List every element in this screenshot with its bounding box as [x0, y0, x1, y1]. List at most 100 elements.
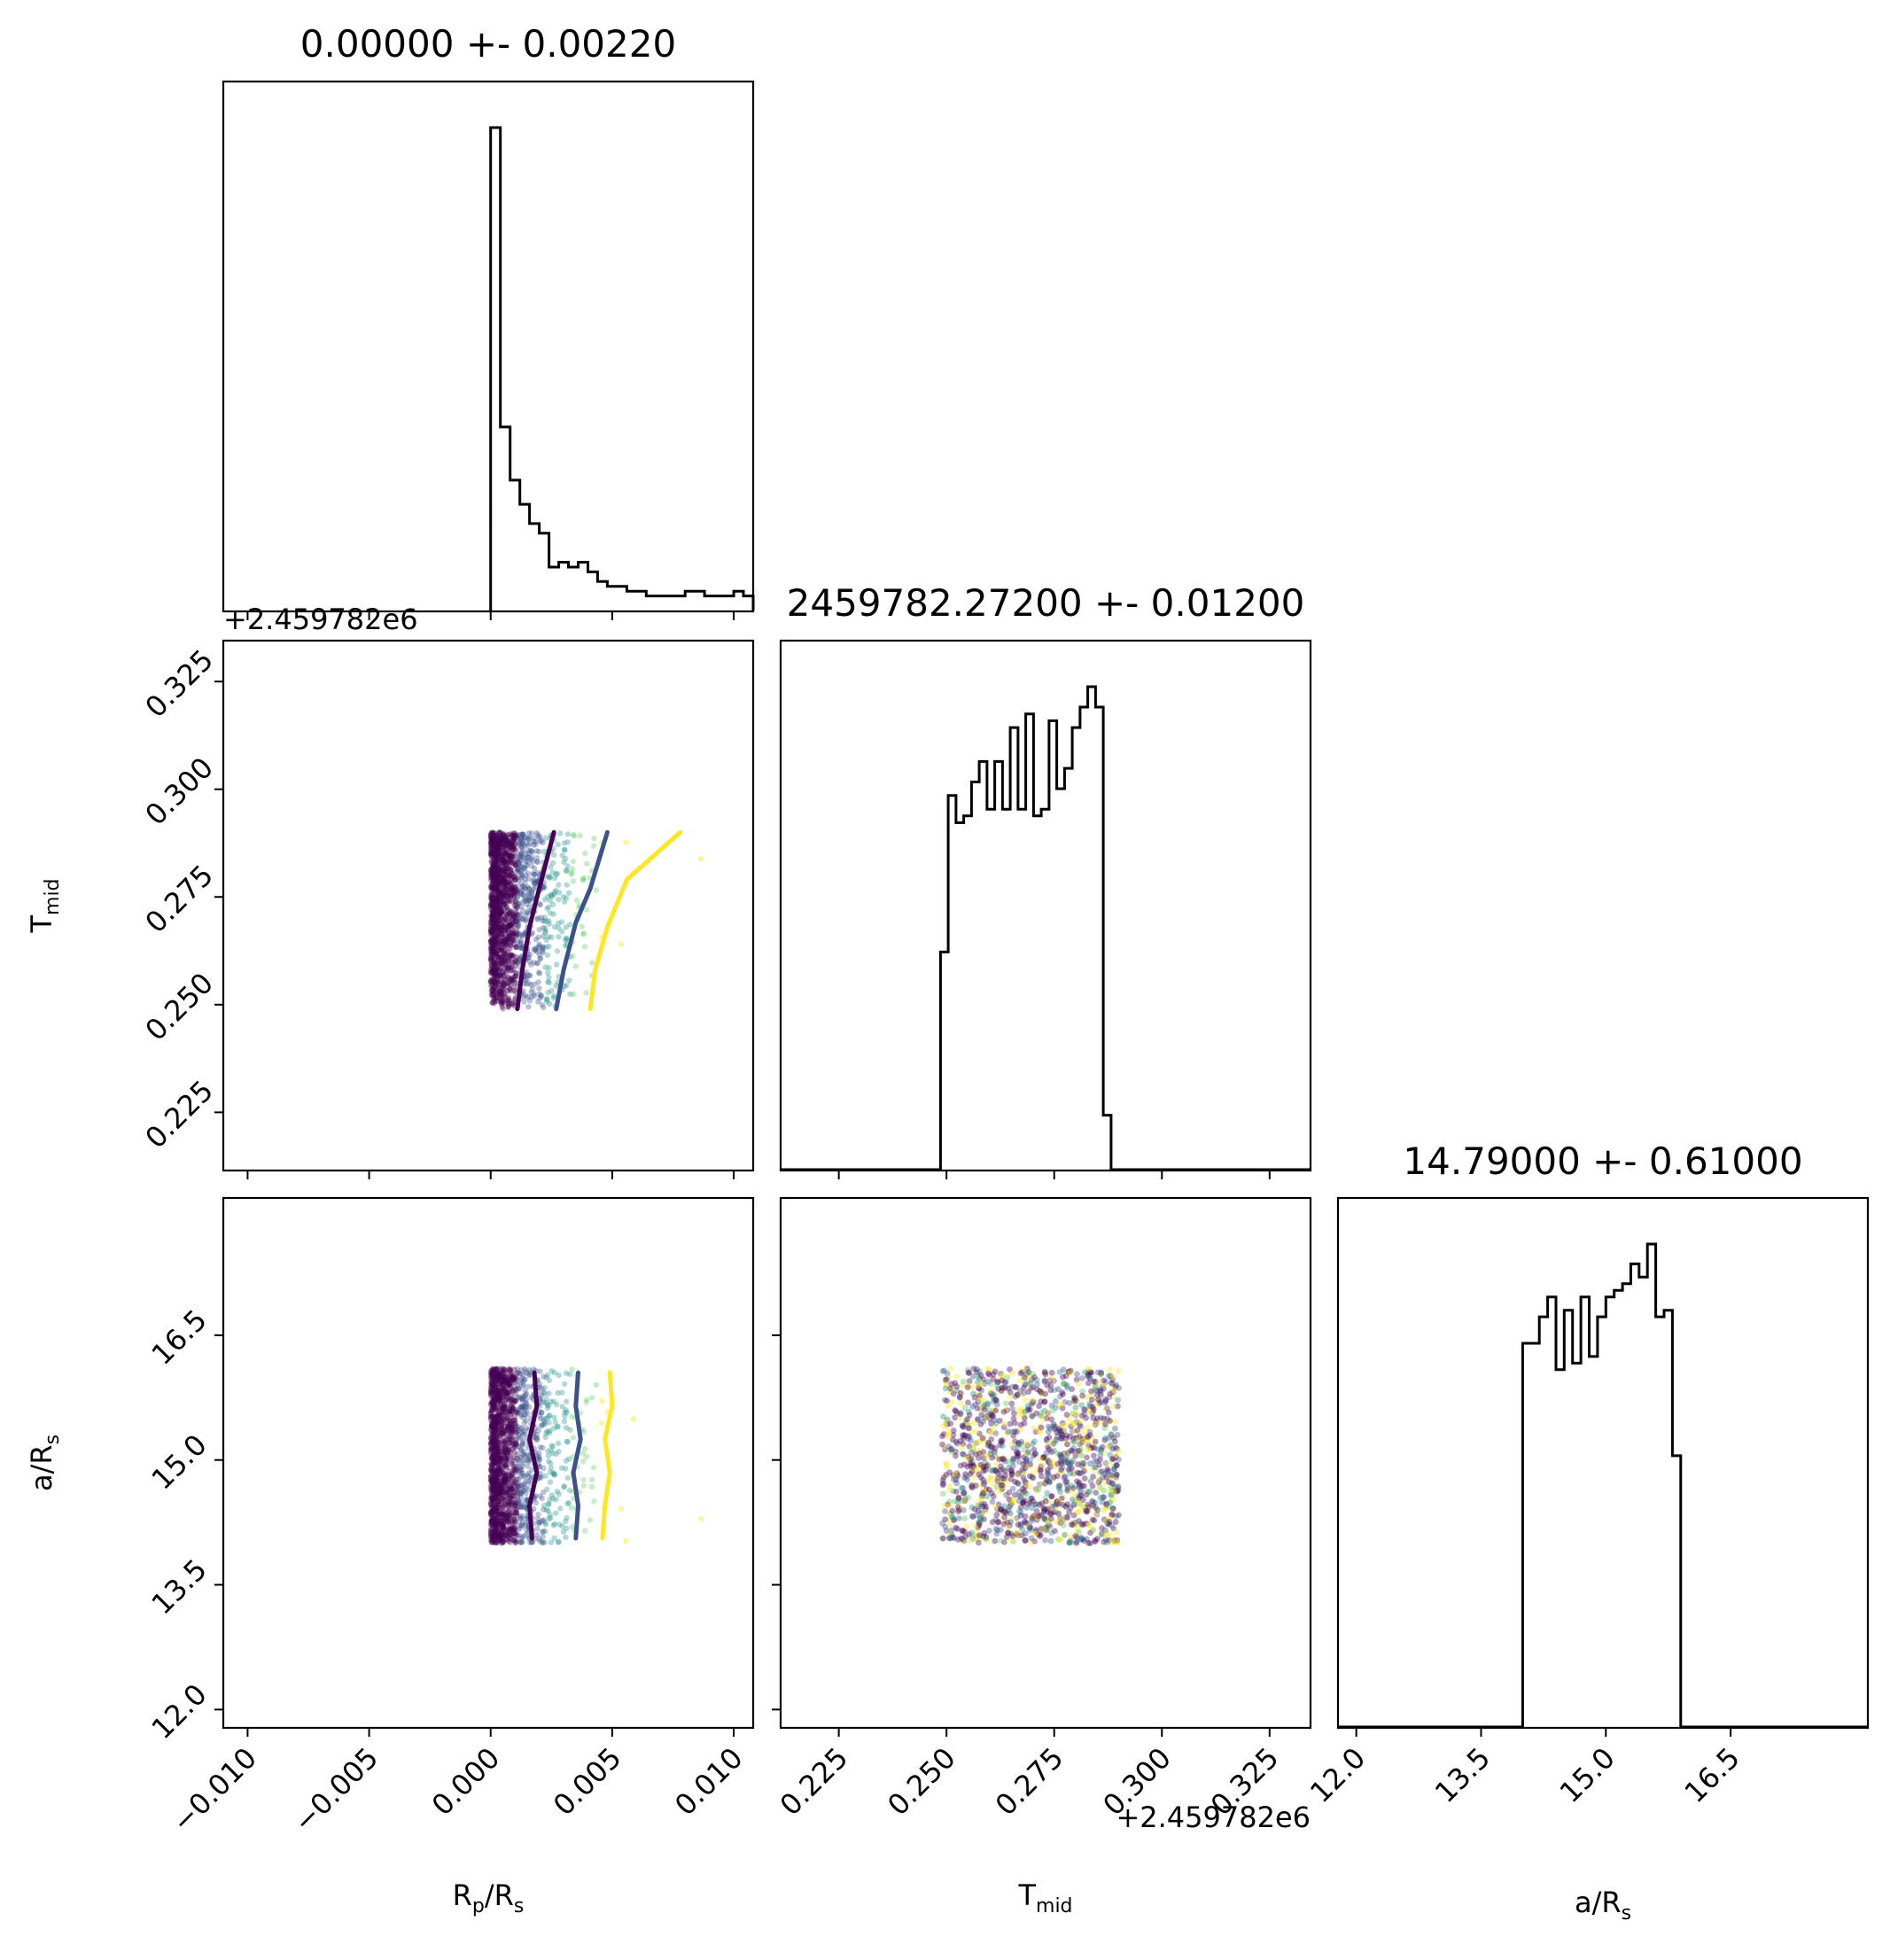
scatter-point-tmid-ars — [1049, 1407, 1056, 1414]
scatter-point-rp-tmid — [490, 925, 496, 931]
scatter-point-rp-tmid — [493, 849, 499, 855]
scatter-point-tmid-ars — [972, 1523, 978, 1529]
scatter-point-tmid-ars — [1113, 1381, 1119, 1388]
scatter-point-rp-ars — [511, 1489, 517, 1495]
scatter-point-rp-tmid — [534, 832, 541, 838]
scatter-point-rp-tmid — [491, 939, 497, 945]
scatter-point-rp-tmid — [502, 937, 510, 945]
scatter-point-tmid-ars — [941, 1422, 947, 1429]
scatter-point-rp-tmid — [500, 960, 506, 966]
scatter-point-tmid-ars — [970, 1365, 977, 1372]
scatter-point-rp-tmid — [491, 836, 497, 842]
offset-label-tmid-y: +2.459782e6 — [223, 603, 418, 636]
scatter-point-rp-tmid — [548, 987, 555, 994]
scatter-point-rp-tmid — [511, 877, 518, 883]
scatter-point-rp-tmid — [512, 889, 518, 895]
scatter-point-rp-tmid — [577, 832, 583, 839]
scatter-point-rp-tmid — [492, 843, 498, 850]
scatter-point-rp-tmid — [499, 953, 505, 960]
scatter-point-rp-tmid — [508, 943, 514, 949]
scatter-point-rp-tmid — [507, 939, 513, 946]
scatter-point-tmid-ars — [1078, 1521, 1085, 1528]
scatter-point-rp-tmid — [502, 859, 509, 866]
scatter-point-rp-ars — [501, 1523, 507, 1530]
y-tick-label-tmid: 0.325 — [138, 643, 220, 725]
scatter-point-rp-tmid — [581, 944, 588, 950]
scatter-point-rp-ars — [547, 1479, 554, 1485]
scatter-point-rp-ars — [505, 1513, 512, 1520]
scatter-point-tmid-ars — [1072, 1410, 1078, 1417]
scatter-point-rp-tmid — [533, 937, 539, 943]
scatter-point-rp-tmid — [489, 837, 495, 844]
scatter-point-rp-tmid — [515, 865, 521, 871]
scatter-point-rp-tmid — [507, 873, 513, 879]
scatter-point-rp-tmid — [570, 953, 576, 960]
scatter-point-tmid-ars — [996, 1456, 1003, 1463]
scatter-point-rp-tmid — [489, 923, 495, 929]
scatter-point-rp-ars — [509, 1474, 515, 1481]
scatter-point-rp-tmid — [494, 836, 500, 843]
offset-label-tmid-x: +2.459782e6 — [1116, 1801, 1311, 1834]
scatter-point-rp-ars — [623, 1538, 629, 1544]
scatter-point-tmid-ars — [1029, 1396, 1036, 1404]
scatter-point-tmid-ars — [1091, 1452, 1097, 1459]
scatter-point-rp-tmid — [502, 883, 509, 890]
scatter-point-tmid-ars — [947, 1365, 953, 1372]
scatter-point-rp-tmid — [496, 944, 502, 951]
scatter-point-rp-tmid — [500, 892, 507, 898]
scatter-point-tmid-ars — [1112, 1519, 1119, 1526]
scatter-point-rp-tmid — [501, 867, 508, 873]
x-tick-label-tmid: 0.275 — [989, 1741, 1070, 1823]
scatter-point-rp-tmid — [489, 940, 496, 947]
scatter-point-rp-tmid — [496, 891, 502, 897]
scatter-point-rp-ars — [540, 1444, 546, 1451]
scatter-point-rp-tmid — [493, 839, 499, 845]
scatter-point-rp-tmid — [489, 914, 495, 920]
scatter-point-rp-ars — [533, 1499, 539, 1506]
scatter-point-tmid-ars — [966, 1434, 973, 1440]
scatter-point-rp-tmid — [493, 839, 499, 846]
scatter-point-rp-tmid — [525, 910, 531, 916]
scatter-point-rp-tmid — [533, 881, 539, 887]
scatter-point-rp-tmid — [493, 884, 500, 891]
scatter-point-rp-tmid — [502, 991, 508, 997]
scatter-point-rp-tmid — [489, 951, 495, 958]
scatter-point-tmid-ars — [1043, 1450, 1050, 1457]
scatter-point-rp-tmid — [490, 915, 497, 922]
scatter-point-rp-tmid — [521, 930, 527, 937]
scatter-point-rp-tmid — [508, 853, 514, 859]
scatter-point-rp-tmid — [492, 834, 498, 840]
scatter-point-rp-ars — [517, 1489, 524, 1497]
scatter-point-rp-tmid — [494, 844, 501, 851]
scatter-point-rp-tmid — [488, 968, 495, 976]
scatter-point-rp-tmid — [516, 900, 522, 906]
scatter-point-rp-tmid — [489, 945, 495, 952]
scatter-point-tmid-ars — [1085, 1489, 1091, 1495]
scatter-point-rp-tmid — [499, 916, 506, 922]
scatter-point-rp-tmid — [502, 961, 509, 968]
scatter-point-tmid-ars — [958, 1484, 965, 1491]
scatter-point-rp-tmid — [508, 869, 514, 875]
scatter-point-tmid-ars — [1062, 1531, 1068, 1538]
scatter-point-rp-ars — [536, 1381, 543, 1388]
scatter-point-rp-tmid — [552, 875, 558, 882]
scatter-point-rp-tmid — [515, 852, 522, 858]
scatter-point-rp-tmid — [528, 856, 534, 862]
scatter-point-rp-tmid — [490, 852, 497, 858]
scatter-point-rp-ars — [496, 1490, 502, 1497]
scatter-point-rp-tmid — [499, 980, 505, 986]
scatter-point-rp-tmid — [496, 889, 502, 896]
scatter-point-tmid-ars — [1031, 1502, 1038, 1508]
scatter-point-rp-ars — [502, 1450, 510, 1456]
scatter-point-rp-tmid — [526, 835, 533, 841]
scatter-point-rp-tmid — [502, 981, 509, 987]
scatter-point-rp-tmid — [511, 829, 517, 836]
scatter-point-rp-ars — [502, 1476, 508, 1482]
scatter-point-tmid-ars — [1107, 1499, 1113, 1506]
scatter-point-rp-ars — [539, 1495, 545, 1502]
scatter-point-tmid-ars — [1008, 1500, 1015, 1507]
scatter-point-rp-tmid — [507, 881, 514, 887]
scatter-point-tmid-ars — [1032, 1531, 1039, 1537]
scatter-point-rp-tmid — [492, 906, 499, 913]
scatter-point-rp-tmid — [489, 941, 495, 947]
